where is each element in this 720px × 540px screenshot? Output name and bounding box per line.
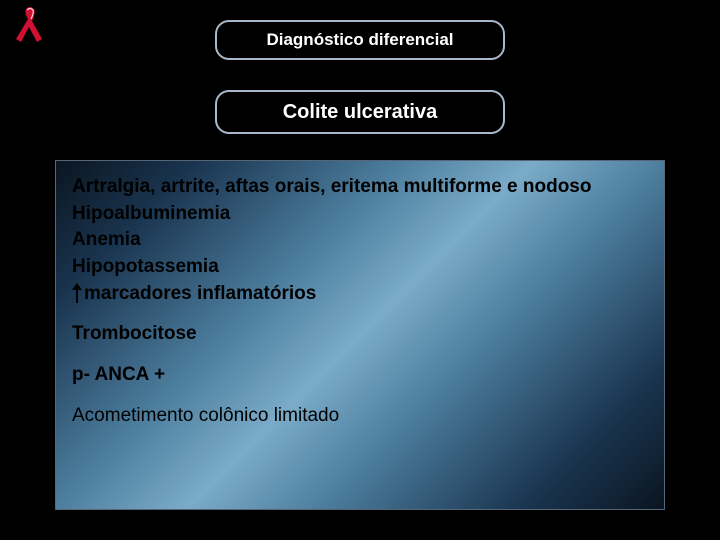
subtitle-text: Colite ulcerativa — [283, 101, 438, 124]
content-line-5: marcadores inflamatórios — [84, 282, 316, 307]
content-line-8: Acometimento colônico limitado — [72, 404, 648, 429]
subtitle-box: Colite ulcerativa — [215, 90, 505, 134]
content-line-6: Trombocitose — [72, 322, 648, 347]
awareness-ribbon-icon — [10, 5, 50, 45]
content-line-2: Hipoalbuminemia — [72, 202, 648, 227]
content-panel: Artralgia, artrite, aftas orais, eritema… — [55, 160, 665, 510]
content-line-3: Anemia — [72, 228, 648, 253]
title-text: Diagnóstico diferencial — [266, 30, 453, 50]
content-line-7: p- ANCA + — [72, 363, 648, 388]
up-arrow-icon — [72, 283, 82, 305]
title-box: Diagnóstico diferencial — [215, 20, 505, 60]
content-line-4: Hipopotassemia — [72, 255, 648, 280]
content-line-1: Artralgia, artrite, aftas orais, eritema… — [72, 175, 648, 200]
content-line-5-wrapper: marcadores inflamatórios — [72, 282, 648, 307]
